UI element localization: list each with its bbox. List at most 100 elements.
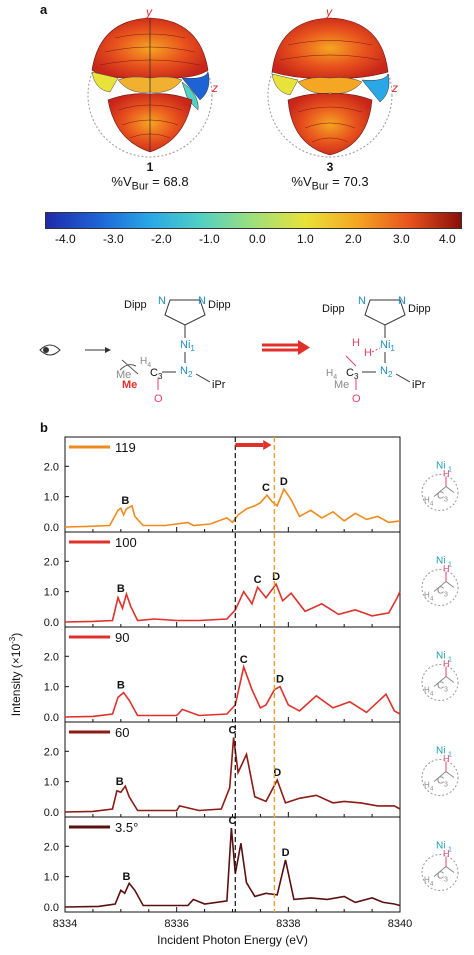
x-axis-label: Incident Photon Energy (eV) [157, 933, 308, 947]
svg-text:H4: H4 [326, 368, 337, 381]
inset-h4-label: H [424, 876, 430, 885]
legend-label: 119 [115, 440, 136, 455]
series-line [64, 737, 401, 813]
inset-c3-sub: 3 [444, 782, 448, 789]
inset-ni-sub: 1 [448, 467, 452, 474]
inset-bond [433, 676, 447, 687]
svg-text:O: O [352, 393, 361, 405]
inset-h-label: H [443, 754, 450, 764]
series-line [64, 582, 401, 623]
inset-h-label: H [443, 849, 450, 859]
inset-ni-sub: 1 [448, 657, 452, 664]
svg-text:N: N [358, 295, 366, 307]
legend-label: 90 [115, 630, 129, 645]
svg-text:N: N [198, 295, 206, 307]
y-tick-label: 1.0 [44, 492, 59, 504]
svg-text:Me: Me [122, 379, 137, 391]
inset-bond [433, 581, 447, 592]
peak-label: C [240, 654, 248, 666]
peak-label: C [229, 815, 237, 827]
inset-h-label: H [443, 659, 450, 669]
svg-text:iPr: iPr [412, 379, 426, 391]
svg-text:N2: N2 [380, 365, 393, 379]
peak-label: B [116, 776, 124, 788]
inset-h4-sub: 4 [430, 597, 434, 603]
svg-text:C3: C3 [346, 367, 359, 381]
inset-bond [445, 771, 455, 778]
panel-label-a: a [40, 2, 48, 17]
inset-ni-label: Ni [436, 746, 445, 757]
inset-bond [433, 771, 447, 782]
peak-label: B [117, 680, 125, 692]
cbar-tick: 1.0 [297, 232, 314, 246]
y-tick-label: 2.0 [44, 841, 59, 853]
y-tick-label: 2.0 [44, 556, 59, 568]
steric-map-3: y z [267, 5, 398, 158]
steric-map-1: y z [87, 5, 218, 158]
cbar-tick: -2.0 [151, 232, 172, 246]
inset-c3-label: C [437, 681, 444, 692]
y-tick-label: 0.0 [44, 712, 59, 724]
cbar-tick: 3.0 [393, 232, 410, 246]
y-tick-label: 0.0 [44, 807, 59, 819]
inset-h4-label: H [424, 496, 430, 505]
inset-ni-sub: 1 [448, 752, 452, 759]
y-axis-label: Intensity (×10-3) [8, 633, 23, 717]
steric-maps: y z y z [87, 5, 398, 158]
inset-circle [421, 854, 459, 891]
axis-y-label-1: y [145, 5, 153, 19]
cbar-tick: -1.0 [199, 232, 220, 246]
legend-label: 100 [115, 535, 137, 550]
inset-h4-label: H [424, 686, 430, 695]
axis-z-label-3: z [391, 81, 398, 95]
inset-h4-sub: 4 [430, 882, 434, 888]
svg-text:H: H [364, 347, 372, 359]
inset-bond [445, 676, 455, 683]
peak-label: B [122, 871, 130, 883]
svg-text:Dipp: Dipp [208, 299, 231, 311]
axis-y-label-3: y [325, 5, 333, 19]
map-1-vbur: %VBur = 68.8 [111, 174, 189, 193]
axis-z-label-1: z [211, 81, 218, 95]
peak-label: D [280, 476, 288, 488]
y-tick-label: 0.0 [44, 902, 59, 914]
y-tick-label: 2.0 [44, 651, 59, 663]
inset-c3-sub: 3 [444, 687, 448, 694]
shift-arrow-head [263, 440, 272, 450]
inset-h4-sub: 4 [430, 787, 434, 793]
y-tick-label: 1.0 [44, 777, 59, 789]
panel-label-b: b [40, 420, 48, 435]
inset-c3-sub: 3 [444, 877, 448, 884]
series-line [64, 487, 401, 528]
peak-label: C [254, 574, 262, 586]
inset-c3-sub: 3 [444, 592, 448, 599]
inset-bond [433, 866, 447, 877]
y-tick-label: 0.0 [44, 522, 59, 534]
inset-ni-label: Ni [436, 556, 445, 567]
svg-text:O: O [154, 393, 163, 405]
svg-text:C3: C3 [150, 367, 163, 381]
svg-text:Ni1: Ni1 [380, 339, 395, 353]
y-tick-label: 1.0 [44, 682, 59, 694]
inset-h-label: H [443, 564, 450, 574]
svg-text:Me: Me [116, 369, 131, 381]
inset-ni-sub: 1 [448, 562, 452, 569]
map-1-caption: 1 %VBur = 68.8 [90, 160, 210, 193]
inset-c3-label: C [437, 491, 444, 502]
svg-text:H: H [352, 337, 360, 349]
map-3-id: 3 [326, 160, 334, 174]
inset-circle [421, 664, 459, 701]
map-1-id: 1 [146, 160, 154, 174]
inset-ni-label: Ni [436, 461, 445, 472]
y-tick-label: 2.0 [44, 461, 59, 473]
inset-ni-label: Ni [436, 841, 445, 852]
inset-h4-sub: 4 [430, 502, 434, 508]
molecule-left: N N Dipp Dipp Ni1 N2 iPr C3 O H4 Me Me [116, 295, 231, 405]
xas-chart: 0.0 1.0 2.0 119 B C D 0.0 1.0 2.0 100 B C D 0.0 1.0 2.0 9… [8, 436, 459, 947]
inset-bond [445, 486, 455, 493]
x-tick-label: 8336 [164, 918, 188, 930]
peak-label: D [282, 847, 290, 859]
peak-label: C [229, 725, 237, 737]
y-tick-label: 1.0 [44, 872, 59, 884]
y-tick-label: 2.0 [44, 746, 59, 758]
